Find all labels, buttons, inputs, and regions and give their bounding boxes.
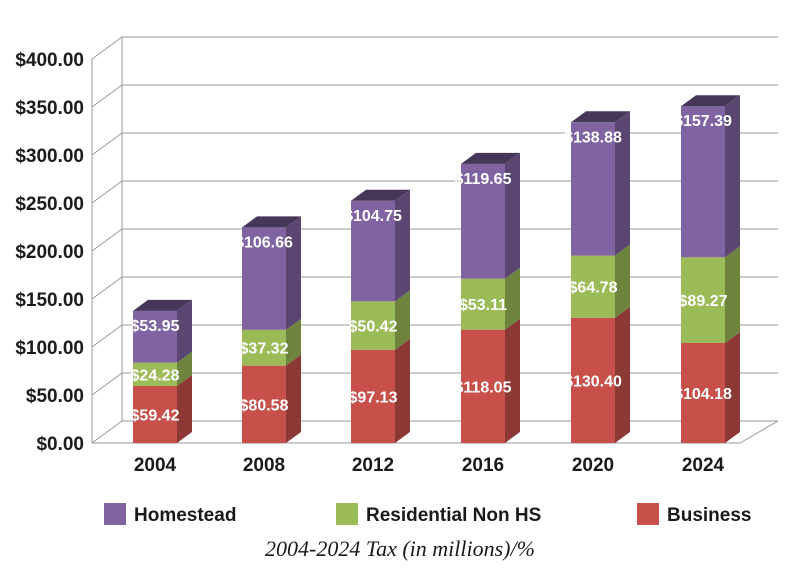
bar-side-residential-non-hs-2012 <box>395 290 410 350</box>
data-label: $50.42 <box>349 319 398 336</box>
bar-business-2024 <box>681 342 725 443</box>
bar-residential-non-hs-2024 <box>681 257 725 343</box>
data-label: $53.95 <box>131 318 180 335</box>
gridline-6 <box>91 132 778 156</box>
bar-business-2020 <box>571 317 615 443</box>
bar-residential-non-hs-2008 <box>242 329 286 366</box>
bar-business-2012 <box>351 349 395 443</box>
x-category-label: 2008 <box>243 455 285 476</box>
gridline-3 <box>91 276 778 300</box>
legend: Homestead Residential Non HS Business <box>104 503 751 526</box>
y-tick-label: $400.00 <box>15 50 84 71</box>
data-label: $53.11 <box>459 297 507 314</box>
bar-side-homestead-2024 <box>725 95 740 258</box>
x-category-label: 2004 <box>134 455 177 476</box>
bar-homestead-2012 <box>351 200 395 302</box>
data-label: $119.65 <box>455 171 512 188</box>
bar-side-business-2004 <box>177 374 192 443</box>
bar-side-homestead-2012 <box>395 189 410 302</box>
bar-side-residential-non-hs-2020 <box>615 244 630 318</box>
bar-side-business-2012 <box>395 338 410 443</box>
data-label: $138.88 <box>564 129 622 146</box>
y-tick-label: $0.00 <box>36 434 84 455</box>
data-label: $130.40 <box>564 373 622 390</box>
data-label: $64.78 <box>569 280 618 297</box>
grid-layer <box>91 36 779 444</box>
bar-side-business-2024 <box>725 331 740 443</box>
legend-swatch-homestead <box>104 503 126 525</box>
bar-residential-non-hs-2016 <box>461 278 505 330</box>
bar-business-2008 <box>242 365 286 443</box>
data-labels-layer: $59.42 $24.28 $53.95 $80.58 $37.32 $106.66 $97… <box>131 113 732 424</box>
bar-top-2024 <box>681 95 740 107</box>
bar-side-homestead-2008 <box>286 216 301 330</box>
gridline-5 <box>91 180 778 204</box>
y-tick-label: $50.00 <box>26 386 84 407</box>
data-label: $104.18 <box>674 386 732 403</box>
x-category-label: 2012 <box>352 455 394 476</box>
data-label: $59.42 <box>131 407 180 424</box>
data-label: $80.58 <box>240 397 289 414</box>
gridline-8 <box>91 36 778 60</box>
x-category-label: 2020 <box>572 455 614 476</box>
y-tick-label: $200.00 <box>15 242 84 263</box>
bar-business-2004 <box>133 385 177 443</box>
bar-side-homestead-2004 <box>177 299 192 363</box>
legend-label: Business <box>667 505 751 526</box>
bar-residential-non-hs-2004 <box>133 362 177 386</box>
y-tick-label: $100.00 <box>15 338 84 359</box>
data-label: $106.66 <box>235 234 293 251</box>
legend-swatch-business <box>637 503 659 525</box>
bar-side-homestead-2020 <box>615 111 630 256</box>
bar-side-residential-non-hs-2016 <box>505 267 520 330</box>
bar-homestead-2004 <box>133 310 177 363</box>
bar-residential-non-hs-2020 <box>571 255 615 318</box>
data-label: $104.75 <box>344 208 402 225</box>
x-category-label: 2024 <box>682 455 725 476</box>
y-tick-label: $300.00 <box>15 146 84 167</box>
bar-side-residential-non-hs-2008 <box>286 318 301 366</box>
legend-label: Homestead <box>134 505 236 526</box>
x-axis-categories: 2004 2008 2012 2016 2020 2024 <box>134 455 725 476</box>
bar-residential-non-hs-2012 <box>351 301 395 350</box>
data-label: $97.13 <box>349 389 398 406</box>
legend-swatch-residential-non-hs <box>336 503 358 525</box>
bar-top-2008 <box>242 216 301 228</box>
bar-top-2012 <box>351 189 410 201</box>
bar-homestead-2016 <box>461 163 505 279</box>
floor-edge <box>92 420 779 444</box>
bar-homestead-2020 <box>571 122 615 256</box>
bar-side-business-2016 <box>505 318 520 443</box>
data-label: $37.32 <box>240 341 289 358</box>
bar-top-2004 <box>133 299 192 311</box>
x-category-label: 2016 <box>462 455 504 476</box>
bar-side-residential-non-hs-2004 <box>177 351 192 386</box>
bar-side-business-2020 <box>615 306 630 443</box>
y-axis-ticks: $0.00 $50.00 $100.00 $150.00 $200.00 $250.00 $… <box>15 50 84 455</box>
gridline-2 <box>91 324 778 348</box>
y-tick-label: $150.00 <box>15 290 84 311</box>
data-label: $89.27 <box>679 293 728 310</box>
y-tick-label: $350.00 <box>15 98 84 119</box>
data-label: $24.28 <box>131 367 180 384</box>
bar-top-2020 <box>571 111 630 123</box>
bar-side-homestead-2016 <box>505 152 520 279</box>
bar-top-2016 <box>461 152 520 164</box>
bar-side-residential-non-hs-2024 <box>725 246 740 343</box>
gridline-0 <box>91 420 778 444</box>
bar-homestead-2008 <box>242 227 286 330</box>
data-label: $157.39 <box>674 113 732 130</box>
bar-side-business-2008 <box>286 354 301 443</box>
legend-label: Residential Non HS <box>366 505 541 526</box>
chart-title: 2004-2024 Tax (in millions)/% <box>265 536 535 561</box>
y-tick-label: $250.00 <box>15 194 84 215</box>
gridline-7 <box>91 84 778 108</box>
data-label: $118.05 <box>455 379 512 396</box>
gridline-4 <box>91 228 778 252</box>
bar-business-2016 <box>461 329 505 443</box>
bars-layer <box>133 95 740 443</box>
bar-homestead-2024 <box>681 106 725 258</box>
